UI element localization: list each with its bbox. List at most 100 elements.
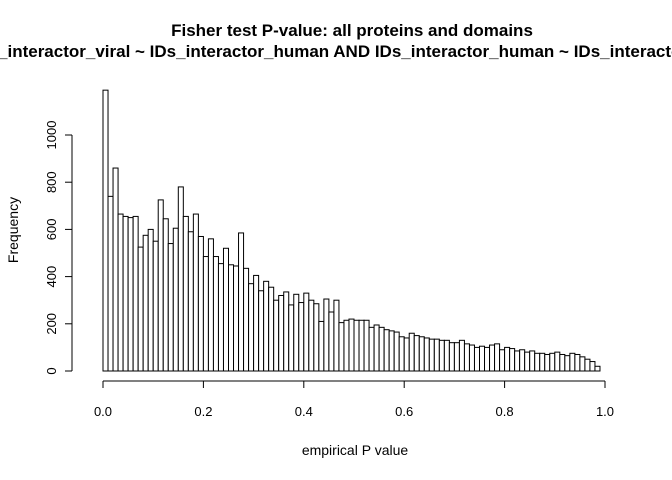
histogram-bar xyxy=(423,337,430,372)
histogram-bar xyxy=(489,344,496,372)
x-tick-label: 0.6 xyxy=(395,404,413,419)
y-tick-label: 0 xyxy=(44,367,59,374)
histogram-bar xyxy=(142,234,149,372)
histogram-bar xyxy=(288,304,295,372)
histogram-bar xyxy=(509,348,516,372)
histogram-bar xyxy=(248,283,255,372)
histogram-bar xyxy=(207,238,214,372)
x-tick-label: 1.0 xyxy=(596,404,614,419)
histogram-bar xyxy=(499,349,506,372)
y-tick-label: 600 xyxy=(44,219,59,241)
histogram-bar xyxy=(278,294,285,372)
histogram-bar xyxy=(443,339,450,372)
histogram-bar xyxy=(544,353,551,372)
histogram-bar xyxy=(383,329,390,372)
histogram-bar xyxy=(318,320,325,372)
histogram-bar xyxy=(122,215,129,372)
chart-title: Fisher test P-value: all proteins and do… xyxy=(171,21,533,40)
histogram-bar xyxy=(448,342,455,372)
histogram-bar xyxy=(147,228,154,372)
histogram-bar xyxy=(479,345,486,372)
y-tick-label: 200 xyxy=(44,313,59,335)
histogram-bar xyxy=(579,356,586,372)
histogram-bar xyxy=(212,256,219,372)
histogram-bar xyxy=(273,299,280,372)
histogram-bar xyxy=(268,286,275,372)
histogram-bar xyxy=(468,344,475,372)
histogram-bar xyxy=(559,353,566,372)
histogram-bar xyxy=(107,195,114,372)
histogram-bar xyxy=(192,213,199,372)
x-axis: 0.0 0.2 0.4 0.6 0.8 1.0 xyxy=(94,380,614,419)
histogram-bar xyxy=(378,326,385,372)
x-tick-label: 0.4 xyxy=(295,404,313,419)
histogram-bar xyxy=(343,319,350,372)
histogram-bar xyxy=(293,293,300,372)
histogram-bar xyxy=(338,322,345,372)
histogram-bar xyxy=(283,291,290,372)
histogram-bar xyxy=(514,350,521,372)
histogram-bar xyxy=(584,358,591,372)
histogram-bar xyxy=(308,299,315,372)
histogram-bar xyxy=(524,351,531,372)
y-tick-label: 800 xyxy=(44,171,59,193)
histogram-bar xyxy=(217,263,224,372)
histogram-bar xyxy=(564,355,571,372)
histogram-bar xyxy=(258,290,265,372)
histogram-bar xyxy=(413,335,420,372)
y-axis: 0 200 400 600 800 1000 xyxy=(44,121,73,375)
histogram-bar xyxy=(589,361,596,372)
histogram-bar xyxy=(388,330,395,372)
histogram-bar xyxy=(157,199,164,372)
histogram-bar xyxy=(473,346,481,372)
histogram-bar xyxy=(398,336,405,372)
histogram-bar xyxy=(519,349,526,372)
histogram-bar xyxy=(182,215,189,372)
histogram-bar xyxy=(132,215,139,372)
histogram-bar xyxy=(484,346,491,372)
histogram-bar xyxy=(253,274,260,372)
x-tick-label: 0.2 xyxy=(194,404,212,419)
histogram-bar xyxy=(102,89,109,372)
histogram-bar xyxy=(167,243,174,372)
y-tick-label: 400 xyxy=(44,266,59,288)
histogram-bar xyxy=(494,343,501,372)
histogram-bar xyxy=(222,247,229,372)
histogram-bar xyxy=(333,299,340,372)
histogram-bar xyxy=(112,167,119,372)
histogram-bar xyxy=(348,318,355,372)
y-tick-label: 1000 xyxy=(44,121,59,150)
histogram-bar xyxy=(162,218,169,372)
histogram-bar xyxy=(393,331,400,372)
histogram-bar xyxy=(418,336,425,372)
histogram-bar xyxy=(368,326,375,372)
histogram-bar xyxy=(298,302,305,372)
y-axis-label: Frequency xyxy=(5,197,21,263)
histogram-bar xyxy=(574,353,581,372)
histogram-bar xyxy=(569,352,576,372)
histogram-bar xyxy=(358,319,365,372)
histogram-bar xyxy=(504,346,511,372)
histogram-bar xyxy=(353,319,360,372)
histogram-bar xyxy=(463,343,470,372)
histogram-bar xyxy=(594,365,601,372)
histogram-bar xyxy=(243,267,250,372)
x-tick-label: 0.8 xyxy=(496,404,514,419)
histogram-bar xyxy=(428,338,435,372)
histogram-bar xyxy=(408,332,415,372)
histogram-bar xyxy=(529,350,536,372)
histogram-bar xyxy=(554,351,561,372)
histogram-bar xyxy=(534,352,541,372)
histogram-bar xyxy=(323,298,330,372)
x-axis-label: empirical P value xyxy=(302,442,409,458)
histogram-bar xyxy=(238,232,245,372)
histogram-bar xyxy=(172,227,179,372)
histogram-bar xyxy=(117,213,124,372)
histogram-bar xyxy=(202,256,209,372)
x-tick-label: 0.0 xyxy=(94,404,112,419)
histogram-bar xyxy=(228,264,235,372)
histogram-bar xyxy=(438,339,445,372)
histogram-bar xyxy=(177,186,184,372)
histogram-bar xyxy=(137,246,144,372)
